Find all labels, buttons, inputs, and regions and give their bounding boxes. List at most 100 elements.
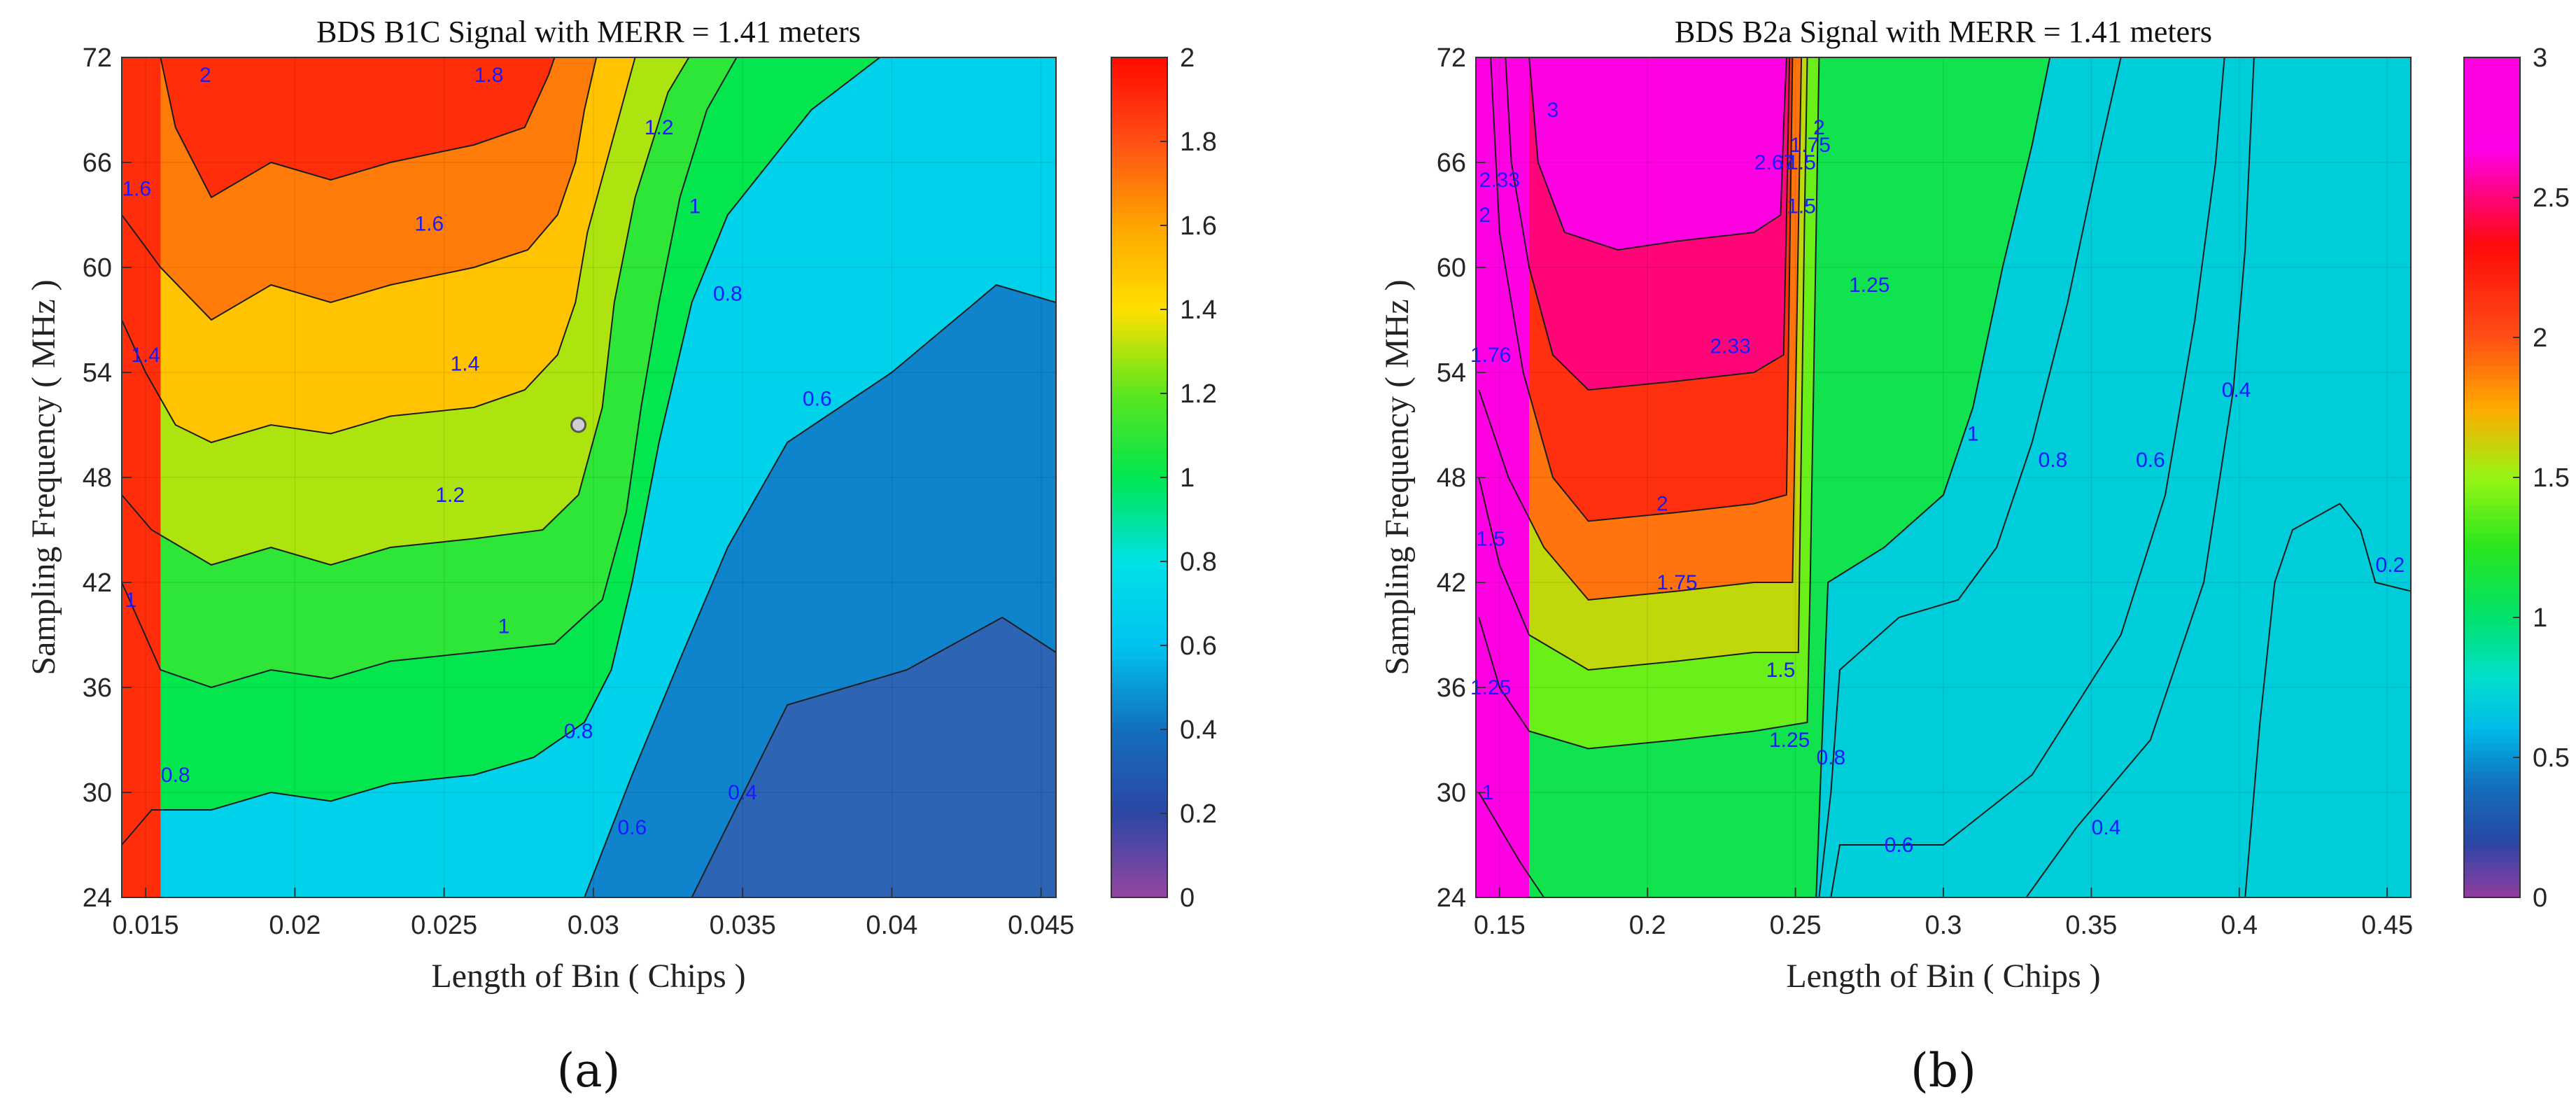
contour-line-b-2 [1490,57,1794,522]
colorbar-swatch-a [1111,729,1167,737]
colorbar-swatch-b [2464,400,2520,408]
colorbar-b: 0 0.5 1 1.5 2 2.5 3 [2463,43,2570,913]
colorbar-swatch-a [1111,267,1167,275]
colorbar-swatch-b [2464,260,2520,268]
contour-line-b-1 [1815,57,2051,897]
colorbar-swatch-a [1111,337,1167,345]
contour-label-b: 0.8 [1816,746,1845,769]
colorbar-swatch-b [2464,99,2520,107]
colorbar-swatch-b [2464,806,2520,814]
colorbar-swatch-b [2464,309,2520,317]
colorbar-swatch-a [1111,344,1167,352]
colorbar-swatch-a [1111,64,1167,72]
contour-line-a-0.6 [584,284,1056,897]
colorbar-swatch-b [2464,379,2520,387]
x-tick-label-b: 0.3 [1925,911,1962,940]
colorbar-swatch-a [1111,547,1167,555]
colorbar-swatch-a [1111,99,1167,107]
colorbar-swatch-b [2464,190,2520,198]
contour-label-a: 1.6 [122,178,151,201]
colorbar-swatch-a [1111,645,1167,653]
colorbar-swatch-b [2464,855,2520,863]
contour-region-b-2.67 [1476,57,1787,897]
colorbar-swatch-b [2464,127,2520,135]
colorbar-swatch-b [2464,134,2520,142]
colorbar-swatch-a [1111,841,1167,849]
colorbar-swatch-a [1111,750,1167,758]
colorbar-swatch-a [1111,295,1167,303]
contour-label-b: 1.5 [1787,195,1816,218]
colorbar-tick-label-a: 1.8 [1180,127,1217,157]
x-tick-label-a: 0.045 [1008,911,1074,940]
colorbar-swatch-a [1111,176,1167,184]
x-ticks-b: 0.15 0.2 0.25 0.3 0.35 0.4 0.45 [1474,888,2413,940]
contour-label-b: 0.8 [2039,449,2068,472]
colorbar-swatch-b [2464,666,2520,674]
colorbar-swatch-a [1111,869,1167,877]
colorbar-swatch-a [1111,771,1167,779]
contour-line-b-0.8 [1818,57,2122,897]
colorbar-swatch-b [2464,673,2520,681]
colorbar-a: 0 0.2 0.4 0.6 0.8 1 1.2 1.4 1.6 1.8 2 [1111,43,1217,913]
colorbar-swatch-a [1111,785,1167,793]
contour-line-a-1.4 [122,57,636,444]
colorbar-swatch-a [1111,190,1167,198]
colorbar-swatch-b [2464,274,2520,282]
colorbar-swatch-b [2464,722,2520,730]
colorbar-swatch-a [1111,575,1167,583]
contour-fills-a [122,57,1056,897]
contour-label-b: 1 [1967,423,1979,446]
x-tick-label-a: 0.03 [568,911,619,940]
colorbar-swatch-a [1111,253,1167,261]
colorbar-swatch-b [2464,890,2520,898]
y-tick-label-b: 36 [1437,673,1466,703]
y-tick-label-a: 48 [83,463,112,493]
colorbar-swatch-b [2464,323,2520,331]
colorbar-tick-label-b: 2.5 [2533,183,2570,213]
colorbar-swatch-b [2464,239,2520,247]
colorbar-swatch-b [2464,848,2520,856]
x-tick-label-b: 0.25 [1770,911,1822,940]
colorbar-tick-label-a: 1 [1180,463,1195,493]
colorbar-swatch-a [1111,848,1167,856]
contour-line-a-1.8 [160,57,556,199]
colorbar-swatch-a [1111,183,1167,191]
colorbar-swatch-b [2464,736,2520,744]
colorbar-swatch-a [1111,757,1167,765]
optimal-point-marker [570,416,587,433]
contour-labels-a: 2 1.8 1.6 1.6 1.4 1.4 1.2 1.2 1 1 1 0.8 0.8 0.8 0.6 0.6… [122,64,831,839]
contour-label-a: 0.4 [728,781,757,804]
colorbar-tick-label-b: 0 [2533,883,2547,913]
colorbar-swatch-a [1111,456,1167,464]
colorbar-swatch-a [1111,687,1167,695]
colorbar-swatch-b [2464,715,2520,723]
colorbar-swatch-b [2464,701,2520,709]
colorbar-swatch-a [1111,323,1167,331]
colorbar-swatch-b [2464,841,2520,849]
contour-label-a: 1.8 [474,64,504,87]
contour-line-b-1 [1478,792,1545,897]
panel-b: BDS B2a Signal with MERR = 1.41 meters 3… [1379,15,2570,1098]
colorbar-swatch-a [1111,148,1167,156]
colorbar-tick-label-a: 1.6 [1180,211,1217,241]
colorbar-swatch-b [2464,120,2520,128]
colorbar-swatch-b [2464,561,2520,569]
colorbar-swatch-a [1111,92,1167,100]
colorbar-swatch-a [1111,617,1167,625]
colorbar-swatch-b [2464,71,2520,79]
panel-label-a: (a) [557,1044,621,1098]
colorbar-swatch-a [1111,449,1167,457]
colorbar-swatch-b [2464,141,2520,149]
colorbar-swatch-a [1111,589,1167,597]
contour-label-b: 2.33 [1710,335,1750,358]
colorbar-swatch-b [2464,428,2520,436]
contour-line-b-0.2 [2244,503,2411,897]
colorbar-swatch-b [2464,708,2520,716]
contour-label-a: 1 [689,195,701,218]
colorbar-swatch-b [2464,757,2520,765]
colorbar-swatch-a [1111,463,1167,471]
colorbar-swatch-a [1111,540,1167,548]
y-tick-label-b: 30 [1437,778,1466,808]
colorbar-swatch-a [1111,78,1167,86]
colorbar-swatch-a [1111,631,1167,639]
